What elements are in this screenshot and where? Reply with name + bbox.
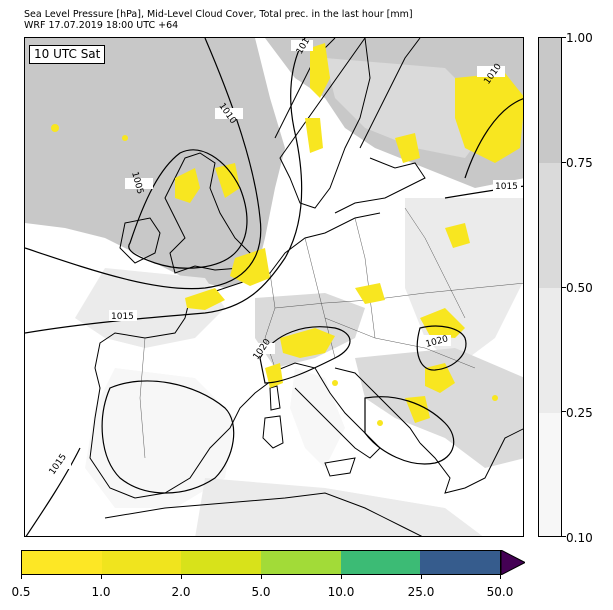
isobar-1010-west bbox=[25, 38, 262, 290]
coast-ireland bbox=[119, 217, 161, 264]
isobar-1005 bbox=[128, 149, 248, 269]
precip-seg-3 bbox=[261, 551, 341, 574]
isobar-1010-east bbox=[464, 98, 523, 179]
precip-seg-2 bbox=[181, 551, 262, 574]
isobar-1015-sw bbox=[25, 447, 81, 536]
cloud-region-iberia bbox=[85, 368, 235, 508]
precip-alps bbox=[280, 328, 335, 358]
cloud-tick-label: 0.75 bbox=[566, 156, 593, 170]
cloud-tickmark-4 bbox=[562, 37, 566, 38]
coastline-layer bbox=[89, 38, 523, 536]
coast-adriatic bbox=[334, 367, 421, 444]
precip-tickmark-1 bbox=[101, 575, 102, 579]
cloud-region-italy bbox=[290, 368, 345, 468]
precip-tickmark-3 bbox=[261, 575, 262, 579]
precip-norway-south bbox=[305, 118, 323, 153]
precip-tick-label: 10.0 bbox=[327, 585, 355, 599]
cloud-band-3 bbox=[539, 38, 561, 163]
cloud-cover-colorbar bbox=[538, 37, 562, 537]
precip-tickmark-6 bbox=[500, 575, 501, 579]
precip-hungary bbox=[420, 308, 465, 338]
precip-balkans-south bbox=[405, 396, 430, 423]
precip-russia bbox=[455, 73, 523, 163]
precip-tick-label: 50.0 bbox=[486, 585, 514, 599]
map-panel: 1015 1015 1010 1010 1005 1015 1020 1020 … bbox=[24, 37, 524, 537]
precip-colorbar bbox=[21, 550, 501, 575]
coast-greece bbox=[419, 428, 523, 494]
precip-poland bbox=[355, 283, 385, 304]
precip-extend-arrow bbox=[501, 550, 525, 575]
coast-corsica bbox=[269, 385, 281, 411]
cloud-band-0 bbox=[539, 413, 561, 536]
cloud-cover-layer bbox=[25, 38, 523, 536]
cloud-tickmark-2 bbox=[562, 287, 566, 288]
precip-scotland-east bbox=[215, 163, 240, 198]
precip-france-west bbox=[185, 288, 225, 310]
precip-tickmark-5 bbox=[421, 575, 422, 579]
precip-channel bbox=[230, 248, 270, 286]
coast-britain bbox=[164, 152, 251, 274]
precip-tick-label: 0.5 bbox=[11, 585, 31, 599]
coast-north-africa bbox=[104, 492, 423, 536]
precip-seg-5 bbox=[420, 551, 501, 574]
precip-alps-west bbox=[265, 363, 283, 388]
precip-tick-label: 5.0 bbox=[251, 585, 271, 599]
figure-title-line2: WRF 17.07.2019 18:00 UTC +64 bbox=[24, 20, 179, 31]
isobar-label-1015-east: 1015 bbox=[495, 182, 518, 192]
map-svg: 1015 1015 1010 1010 1005 1015 1020 1020 … bbox=[25, 38, 523, 536]
precip-baltic-east bbox=[395, 133, 420, 163]
valid-time-label: 10 UTC Sat bbox=[29, 45, 106, 64]
precip-seg-1 bbox=[101, 551, 182, 574]
cloud-tickmark-0 bbox=[562, 536, 566, 537]
precip-seg-0 bbox=[22, 551, 102, 574]
precip-tick-label: 2.0 bbox=[171, 585, 191, 599]
cloud-region-balkans bbox=[355, 348, 523, 468]
cloud-tick-label: 0.25 bbox=[566, 406, 593, 420]
cloud-tick-label: 1.00 bbox=[566, 31, 593, 45]
precip-seg-4 bbox=[340, 551, 421, 574]
cloud-band-1 bbox=[539, 288, 561, 413]
precip-tickmark-0 bbox=[21, 575, 22, 579]
precip-tick-label: 25.0 bbox=[407, 585, 435, 599]
precip-tickmark-2 bbox=[181, 575, 182, 579]
cloud-tickmark-3 bbox=[562, 162, 566, 163]
isobar-1015-balkans bbox=[364, 396, 455, 465]
cloud-tickmark-1 bbox=[562, 411, 566, 412]
cloud-tick-label: 0.50 bbox=[566, 281, 593, 295]
coast-baltic bbox=[334, 38, 426, 214]
precip-tick-label: 1.0 bbox=[91, 585, 111, 599]
coast-sicily bbox=[324, 457, 356, 477]
precip-norway bbox=[310, 43, 330, 98]
coast-continent-north bbox=[189, 212, 381, 299]
cloud-region-mediterranean bbox=[195, 478, 483, 536]
figure-title-line1: Sea Level Pressure [hPa], Mid-Level Clou… bbox=[24, 9, 413, 20]
cloud-region-scandinavia-light bbox=[325, 58, 495, 158]
isobar-1020-alps bbox=[259, 326, 351, 384]
isobar-1020-balkans bbox=[416, 325, 467, 371]
isobar-labels: 1015 1015 1010 1010 1005 1015 1020 1020 … bbox=[43, 38, 521, 477]
precip-tickmark-4 bbox=[341, 575, 342, 579]
cloud-tick-label: 0.10 bbox=[566, 531, 593, 545]
isobar-1015-iberia bbox=[101, 380, 235, 494]
precip-scotland bbox=[175, 168, 200, 203]
isobar-label-1015-west: 1015 bbox=[111, 312, 134, 322]
coast-sardinia bbox=[262, 415, 284, 449]
cloud-region-atlantic bbox=[25, 38, 285, 288]
precip-russia-south bbox=[445, 223, 470, 248]
cloud-band-2 bbox=[539, 163, 561, 288]
